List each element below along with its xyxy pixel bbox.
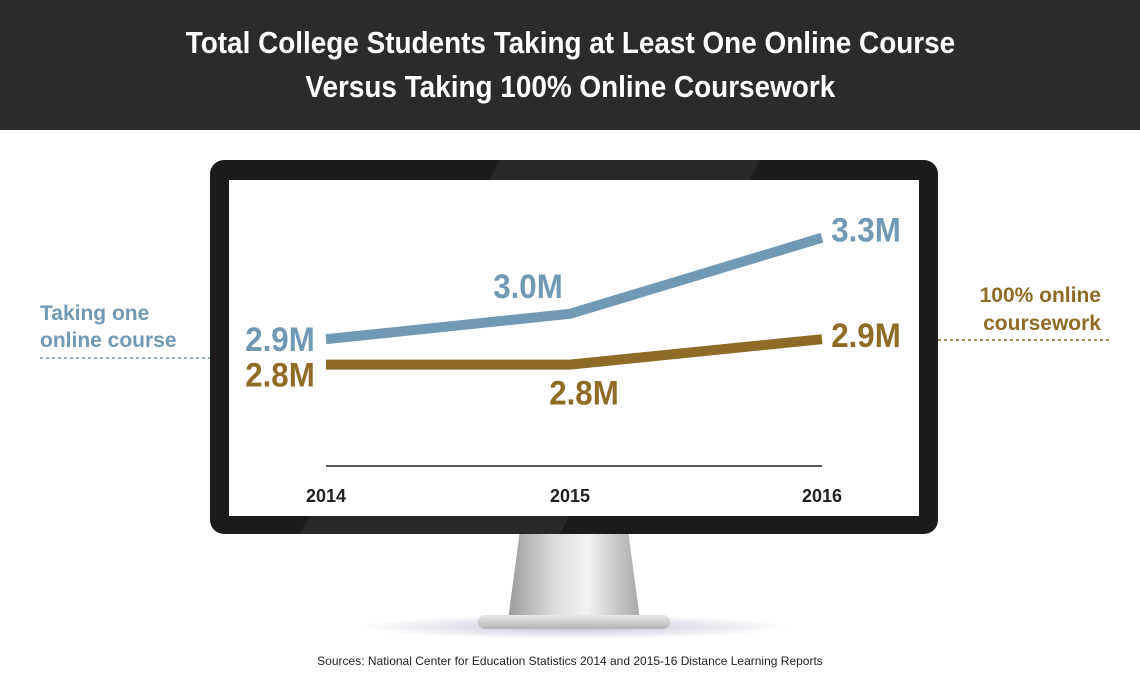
title-banner: Total College Students Taking at Least O… (0, 0, 1140, 130)
x-tick-label-2016: 2016 (802, 486, 842, 506)
source-note: Sources: National Center for Education S… (317, 654, 823, 668)
series-line-one-course (325, 232, 824, 345)
data-label-fully-online-2016: 2.9M (831, 316, 901, 355)
series-label-fully-online-line-1: 100% online (980, 284, 1101, 307)
data-label-fully-online-2015: 2.8M (549, 373, 619, 412)
monitor-stand (508, 530, 640, 620)
chart-title-line-1: Total College Students Taking at Least O… (185, 25, 955, 60)
chart-title-line-2: Versus Taking 100% Online Coursework (305, 69, 835, 104)
x-tick-label-2014: 2014 (306, 486, 346, 506)
data-label-fully-online-2014: 2.8M (245, 355, 315, 394)
series-label-fully-online-line-2: coursework (983, 312, 1101, 335)
data-label-one-course-2015: 3.0M (493, 267, 563, 306)
data-label-one-course-2016: 3.3M (831, 210, 901, 249)
monitor-screen (229, 180, 919, 516)
series-line-fully-online (326, 334, 823, 370)
series-label-one-course-line-1: Taking one (40, 302, 149, 325)
monitor-base (478, 615, 670, 629)
series-label-one-course-line-2: online course (40, 329, 177, 352)
data-label-one-course-2014: 2.9M (245, 320, 315, 359)
x-tick-label-2015: 2015 (550, 486, 590, 506)
